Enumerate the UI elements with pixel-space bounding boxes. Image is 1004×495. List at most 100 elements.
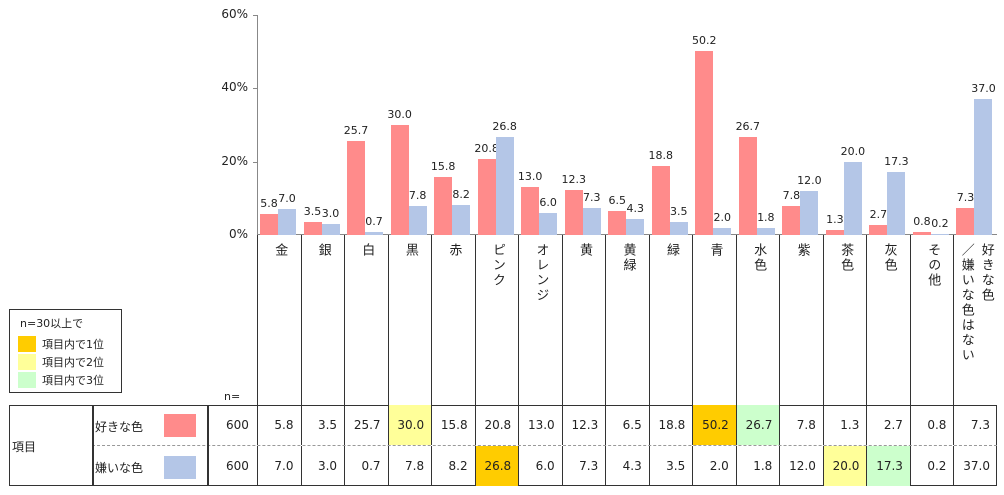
category-header: オレンジ — [518, 235, 562, 405]
bar-dislike — [539, 213, 558, 235]
legend-swatch — [18, 336, 36, 352]
table-cell: 25.7 — [344, 405, 388, 445]
data-label: 12.0 — [797, 174, 822, 187]
row-header: 項目 — [12, 440, 37, 454]
data-label: 12.3 — [561, 172, 586, 186]
table-cell: 2.7 — [866, 405, 910, 445]
table-cell: 1.8 — [735, 445, 780, 486]
category-label: 白 — [359, 243, 375, 258]
data-label: 6.0 — [539, 196, 557, 209]
y-tick-label: 60% — [221, 7, 248, 21]
category-label: 黄緑 — [620, 243, 636, 273]
legend-label: 項目内で3位 — [42, 374, 104, 387]
category-label: 茶色 — [838, 243, 854, 273]
table-cell: 3.5 — [648, 445, 693, 486]
category-header: 水色 — [735, 235, 780, 405]
category-header: 白 — [344, 235, 388, 405]
y-tick-label: 20% — [221, 153, 248, 168]
data-label: 13.0 — [517, 170, 543, 184]
category-label: ピンク — [489, 243, 505, 288]
category-label: 好きな色 — [978, 243, 994, 303]
table-cell: 26.8 — [474, 445, 519, 486]
category-header: ピンク — [474, 235, 519, 405]
category-header: 黒 — [387, 235, 432, 405]
category-label: 銀 — [315, 243, 331, 258]
data-label: 26.8 — [492, 119, 517, 133]
y-tick-label: 0% — [228, 227, 248, 241]
bar-dislike — [756, 228, 775, 235]
table-cell: 20.0 — [822, 445, 867, 486]
legend-swatch — [18, 372, 36, 388]
data-label: 5.8 — [260, 196, 278, 210]
data-label: 0.7 — [365, 215, 383, 229]
n-dislike: 600 — [226, 459, 249, 473]
bar-like — [825, 230, 844, 235]
data-label: 7.3 — [582, 191, 601, 205]
table-cell: 26.7 — [735, 405, 780, 445]
legend-title: n=30以上で — [20, 317, 84, 330]
data-label: 26.7 — [735, 120, 761, 134]
data-label: 8.2 — [452, 187, 470, 201]
table-cell: 6.0 — [518, 445, 562, 486]
category-label: 灰色 — [881, 243, 897, 273]
table-cell: 37.0 — [953, 445, 997, 486]
table-cell: 13.0 — [518, 405, 562, 445]
swatch-like — [164, 414, 196, 437]
data-label: 0.8 — [913, 215, 931, 229]
category-header: 好きな色 ／嫌いな色はない — [953, 235, 997, 405]
category-label: その他 — [925, 243, 941, 288]
table-cell: 0.2 — [909, 445, 954, 486]
bar-like — [477, 158, 496, 235]
table-cell: 18.8 — [648, 405, 693, 445]
category-header: 黄 — [561, 235, 606, 405]
bar-dislike — [974, 99, 993, 235]
data-label: 2.0 — [713, 210, 732, 224]
bar-dislike — [278, 209, 296, 235]
data-label: 7.8 — [782, 189, 801, 203]
category-header: 黄緑 — [605, 235, 649, 405]
y-tick-mark — [253, 161, 257, 163]
bar-dislike — [669, 222, 688, 235]
data-label: 15.8 — [430, 160, 456, 174]
bar-dislike — [626, 219, 645, 235]
data-label: 20.0 — [840, 144, 866, 158]
data-label: 1.3 — [826, 213, 844, 227]
series-label-dislike: 嫌いな色 — [95, 461, 144, 475]
data-label: 6.5 — [608, 194, 626, 208]
table-cell: 7.3 — [561, 445, 606, 486]
table-cell: 17.3 — [866, 445, 910, 486]
table-cell: 12.0 — [779, 445, 823, 486]
n-label: n= — [224, 390, 241, 403]
data-label: 25.7 — [343, 123, 369, 137]
bar-like — [260, 213, 278, 235]
data-label: 30.0 — [387, 108, 412, 121]
table-cell: 50.2 — [692, 405, 736, 445]
y-axis-line — [257, 15, 258, 235]
bar-like — [521, 187, 540, 235]
legend-item-1: 項目内で1位 — [10, 335, 121, 353]
data-label: 37.0 — [971, 82, 996, 96]
category-header: 灰色 — [866, 235, 910, 405]
category-label: 青 — [707, 243, 723, 258]
table-cell: 15.8 — [431, 405, 475, 445]
category-label: 紫 — [794, 243, 810, 258]
table-cell: 7.8 — [779, 405, 823, 445]
bar-dislike — [843, 161, 862, 235]
data-label: 7.0 — [278, 192, 296, 206]
legend-swatch — [18, 354, 36, 370]
table-cell: 0.8 — [909, 405, 954, 445]
legend-label: 項目内で2位 — [42, 356, 104, 369]
category-label: ／嫌いな色はない — [958, 243, 974, 363]
table-cell: 2.0 — [692, 445, 736, 486]
bar-like — [912, 232, 931, 235]
category-label: 水色 — [751, 243, 767, 273]
bar-dislike — [452, 204, 471, 235]
category-header: 紫 — [779, 235, 823, 405]
bar-dislike — [408, 206, 427, 235]
table-cell: 30.0 — [387, 405, 432, 445]
data-label: 3.0 — [321, 207, 340, 220]
category-header: 銀 — [300, 235, 345, 405]
row-divider — [92, 445, 997, 446]
n-like: 600 — [226, 418, 249, 432]
table-cell: 3.5 — [300, 405, 345, 445]
